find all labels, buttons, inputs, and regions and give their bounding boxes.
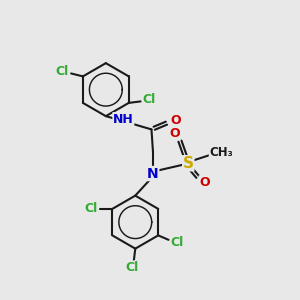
Text: Cl: Cl <box>126 261 139 274</box>
Text: N: N <box>147 167 159 181</box>
Text: Cl: Cl <box>85 202 98 215</box>
Text: O: O <box>170 114 181 127</box>
Text: Cl: Cl <box>171 236 184 249</box>
Text: Cl: Cl <box>143 93 156 106</box>
Text: CH₃: CH₃ <box>209 146 233 159</box>
Text: O: O <box>170 127 180 140</box>
Text: Cl: Cl <box>56 65 69 79</box>
Text: O: O <box>199 176 210 189</box>
Text: NH: NH <box>113 113 134 126</box>
Text: S: S <box>183 156 194 171</box>
